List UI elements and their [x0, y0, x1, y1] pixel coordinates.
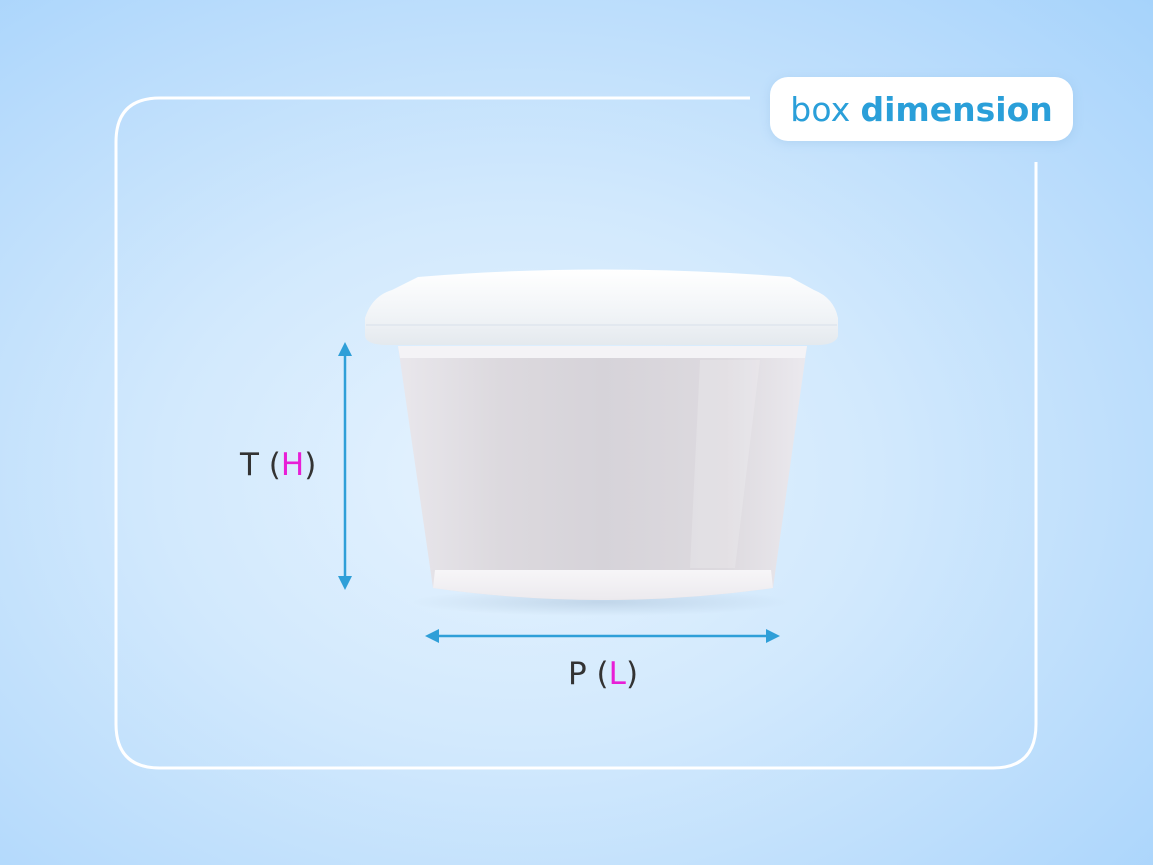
box-dimension-badge: box dimension — [770, 77, 1073, 141]
height-arrow — [338, 342, 352, 590]
badge-light-text: box — [790, 89, 851, 129]
container-highlight — [690, 360, 760, 568]
container-illustration — [365, 269, 838, 616]
length-arrow — [425, 629, 780, 643]
height-label-accent: H — [280, 447, 305, 483]
badge-bold-text: dimension — [860, 89, 1053, 129]
container-body — [398, 346, 807, 600]
height-label: T (H) — [240, 447, 316, 483]
length-label: P (L) — [568, 656, 638, 692]
length-label-suffix: ) — [625, 656, 639, 692]
length-label-accent: L — [608, 656, 626, 692]
container-top-band — [398, 346, 807, 358]
container-lid — [365, 269, 838, 345]
height-label-suffix: ) — [304, 447, 317, 483]
container-bottom-band — [433, 570, 773, 600]
frame-outline — [114, 96, 1038, 770]
length-label-prefix: P ( — [568, 656, 609, 692]
height-label-prefix: T ( — [240, 447, 281, 483]
